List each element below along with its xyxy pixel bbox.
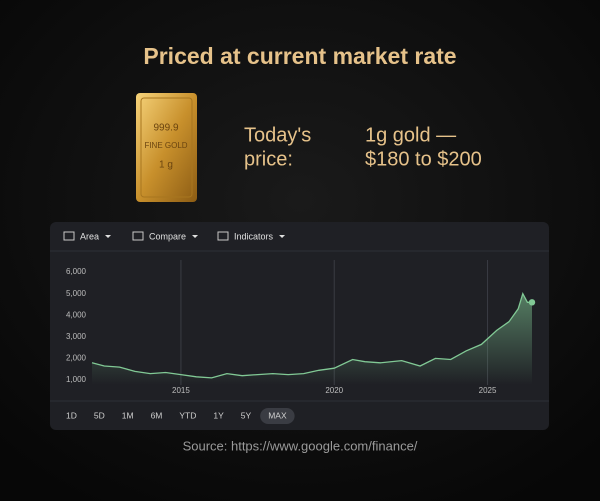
x-tick-label: 2020 [325, 386, 343, 395]
dropdown-arrow[interactable] [105, 235, 112, 238]
y-tick-label: 3,000 [66, 332, 87, 341]
y-tick-label: 4,000 [66, 310, 87, 319]
dropdown-arrow[interactable] [279, 235, 286, 238]
y-tick-label: 5,000 [66, 289, 87, 298]
y-tick-label: 2,000 [66, 354, 87, 363]
range-button[interactable]: 1Y [213, 410, 224, 420]
price-value: $180 to $200 [365, 148, 482, 170]
chart-panel [50, 222, 549, 430]
gold-bar-text: 999.9 [153, 123, 178, 134]
x-tick-label: 2025 [479, 386, 497, 395]
area-fill [92, 293, 532, 385]
gold-bar [136, 93, 197, 202]
x-tick-label: 2015 [172, 386, 190, 395]
toolbar-icon[interactable] [132, 231, 144, 241]
gold-bar-inset [140, 97, 193, 198]
range-button-bg[interactable] [260, 408, 295, 424]
toolbar-button[interactable]: Compare [149, 231, 186, 241]
range-button[interactable]: YTD [179, 410, 196, 420]
chart: Area Compare Indicators 1D 5D 1M 6M YTD 1Y 5Y MAX 1… [63, 231, 536, 424]
toolbar-button[interactable]: Indicators [234, 231, 274, 241]
toolbar-icon[interactable] [217, 231, 229, 241]
gold-bar-text: FINE GOLD [144, 141, 187, 150]
price-label: Today's [244, 124, 311, 146]
source: Source: https://www.google.com/finance/ [183, 438, 418, 453]
price-value: 1g gold — [365, 124, 456, 146]
price-label: price: [244, 148, 293, 170]
range-button[interactable]: 5D [94, 410, 105, 420]
range-button[interactable]: 6M [151, 410, 163, 420]
price-line [91, 292, 532, 379]
range-button[interactable]: 1D [66, 410, 77, 420]
y-tick-label: 1,000 [66, 375, 87, 384]
y-tick-label: 6,000 [66, 267, 87, 276]
range-button[interactable]: 1M [122, 410, 134, 420]
range-button[interactable]: 5Y [241, 410, 252, 420]
gold-bar-text: 1 g [159, 160, 173, 171]
toolbar-icon[interactable] [63, 231, 75, 241]
range-button[interactable]: MAX [268, 410, 287, 420]
toolbar-button[interactable]: Area [80, 231, 99, 241]
dropdown-arrow[interactable] [192, 235, 199, 238]
title: Priced at current market rate [143, 43, 456, 69]
end-dot [528, 299, 536, 306]
